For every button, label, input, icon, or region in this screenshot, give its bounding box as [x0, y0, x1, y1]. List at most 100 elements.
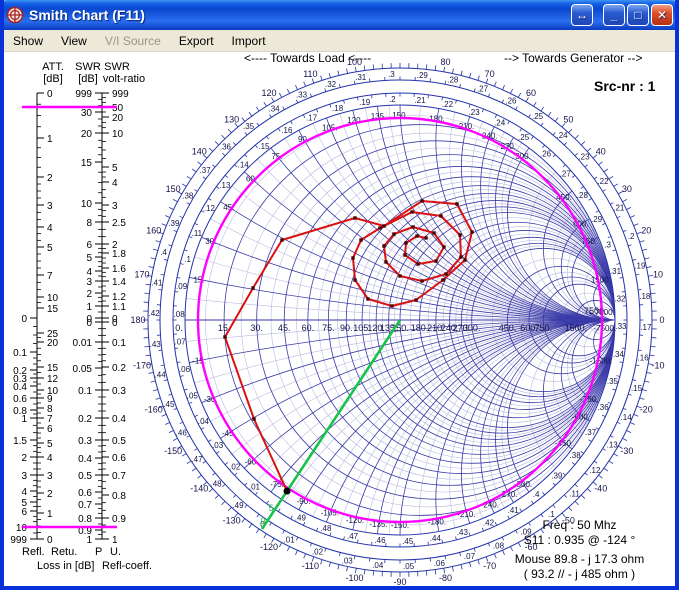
svg-text:999: 999 — [10, 535, 27, 546]
svg-text:0.1: 0.1 — [78, 386, 92, 397]
svg-text:.11: .11 — [569, 489, 580, 498]
s11-point[interactable] — [284, 488, 291, 495]
svg-text:0.1: 0.1 — [112, 338, 126, 349]
nomograph-header: [dB] — [78, 73, 98, 85]
maximize-button[interactable]: □ — [627, 4, 649, 26]
status-readout: Freq : 50 Mhz S11 : 0.935 @ -124 ° Mouse… — [492, 518, 667, 582]
svg-text:.39: .39 — [168, 219, 180, 228]
svg-text:.35: .35 — [607, 377, 619, 386]
svg-text:.38: .38 — [182, 192, 194, 201]
svg-text:.29: .29 — [417, 71, 429, 80]
title-bar[interactable]: Smith Chart (F11) ↔ _ □ ✕ — [0, 0, 679, 30]
svg-text:6: 6 — [47, 424, 53, 435]
menu-show[interactable]: Show — [4, 32, 52, 50]
svg-text:3: 3 — [112, 201, 118, 212]
svg-text:.26: .26 — [505, 96, 517, 105]
nomograph-footer: Refl. — [22, 546, 45, 558]
svg-text:.09: .09 — [176, 282, 188, 291]
svg-text:5: 5 — [268, 503, 273, 513]
svg-text:.11: .11 — [192, 229, 203, 238]
svg-text:110: 110 — [303, 69, 317, 79]
svg-text:1.1: 1.1 — [112, 302, 126, 313]
svg-text:0.01: 0.01 — [73, 338, 93, 349]
minimize-button[interactable]: _ — [603, 4, 625, 26]
svg-text:2.5: 2.5 — [112, 218, 126, 229]
nomograph-header: ATT. — [42, 61, 64, 73]
svg-text:999: 999 — [75, 89, 92, 100]
svg-text:.2: .2 — [389, 95, 396, 104]
svg-text:.27: .27 — [477, 84, 489, 93]
svg-text:.06: .06 — [434, 559, 446, 568]
svg-text:-170: -170 — [133, 360, 151, 370]
svg-text:.46: .46 — [374, 536, 386, 545]
svg-text:450.: 450. — [499, 323, 517, 333]
svg-text:7500.: 7500. — [584, 306, 607, 316]
status-mouse-impedance: Mouse 89.8 - j 17.3 ohm — [492, 552, 667, 567]
svg-text:10: 10 — [16, 523, 28, 534]
svg-text:0.2: 0.2 — [112, 363, 126, 374]
nomograph-footer: Loss in [dB] — [37, 560, 94, 572]
svg-text:.36: .36 — [220, 143, 232, 152]
svg-text:30: 30 — [81, 108, 93, 119]
svg-text:120: 120 — [261, 88, 276, 98]
svg-text:15: 15 — [81, 158, 93, 169]
smith-chart-canvas[interactable]: -170-160-150-140-130-120-110-100-90-80-7… — [4, 51, 675, 586]
nomograph-header: volt-ratio — [103, 73, 145, 85]
menu-export[interactable]: Export — [170, 32, 223, 50]
close-button[interactable]: ✕ — [651, 4, 673, 26]
svg-text:.34: .34 — [268, 105, 280, 114]
scale-swr-volt-ratio: 9995020105432.521.81.61.41.21.10 — [102, 89, 129, 325]
svg-text:3: 3 — [47, 471, 53, 482]
svg-text:0: 0 — [47, 89, 53, 100]
svg-text:0: 0 — [260, 516, 265, 526]
svg-text:-130: -130 — [223, 516, 241, 526]
svg-text:0.4: 0.4 — [13, 382, 27, 393]
svg-text:.4: .4 — [160, 248, 167, 257]
app-icon — [6, 6, 24, 24]
svg-text:.18: .18 — [639, 292, 651, 301]
svg-text:100: 100 — [347, 57, 362, 67]
svg-text:0.7: 0.7 — [78, 500, 92, 511]
svg-text:.24: .24 — [556, 131, 568, 140]
svg-text:.14: .14 — [621, 413, 633, 422]
svg-text:.19: .19 — [359, 98, 371, 107]
nomograph-footer: Refl-coeff. — [102, 560, 152, 572]
svg-text:-120: -120 — [260, 542, 278, 552]
nomograph-footer: Retu. — [51, 546, 77, 558]
svg-text:-10: -10 — [652, 360, 665, 370]
nomograph-header: SWR — [75, 61, 101, 73]
svg-text:.45: .45 — [402, 537, 414, 546]
swap-window-button[interactable]: ↔ — [571, 4, 593, 26]
menu-view[interactable]: View — [52, 32, 96, 50]
menu-import[interactable]: Import — [223, 32, 275, 50]
svg-text:0.9: 0.9 — [112, 514, 126, 525]
svg-text:45.: 45. — [278, 323, 291, 333]
svg-text:.22: .22 — [442, 100, 454, 109]
svg-text:.47: .47 — [191, 455, 203, 464]
svg-text:.14: .14 — [238, 160, 250, 169]
svg-text:0.7: 0.7 — [112, 471, 126, 482]
svg-text:1500.: 1500. — [591, 275, 611, 284]
svg-text:.31: .31 — [610, 267, 622, 276]
svg-text:0: 0 — [659, 315, 664, 325]
svg-text:.01: .01 — [284, 536, 296, 545]
svg-text:5: 5 — [47, 243, 53, 254]
svg-text:-1500.: -1500. — [590, 357, 613, 366]
svg-text:.05: .05 — [403, 562, 415, 571]
scale-u-refl-coeff: 00.10.20.30.40.50.60.70.80.91 — [102, 318, 126, 546]
svg-text:.48: .48 — [210, 479, 222, 488]
svg-text:20: 20 — [81, 129, 93, 140]
svg-text:160: 160 — [146, 225, 161, 235]
svg-text:999: 999 — [112, 89, 129, 100]
svg-text:70: 70 — [485, 69, 495, 79]
svg-text:20: 20 — [47, 338, 59, 349]
svg-text:.37: .37 — [200, 166, 212, 175]
svg-text:.17: .17 — [640, 323, 652, 332]
svg-text:.47: .47 — [347, 532, 359, 541]
status-freq: Freq : 50 Mhz — [492, 518, 667, 533]
svg-text:-110: -110 — [302, 561, 319, 571]
svg-text:0.6: 0.6 — [112, 453, 126, 464]
svg-text:.35: .35 — [243, 122, 255, 131]
svg-text:.24: .24 — [494, 119, 506, 128]
svg-text:.32: .32 — [325, 80, 337, 89]
